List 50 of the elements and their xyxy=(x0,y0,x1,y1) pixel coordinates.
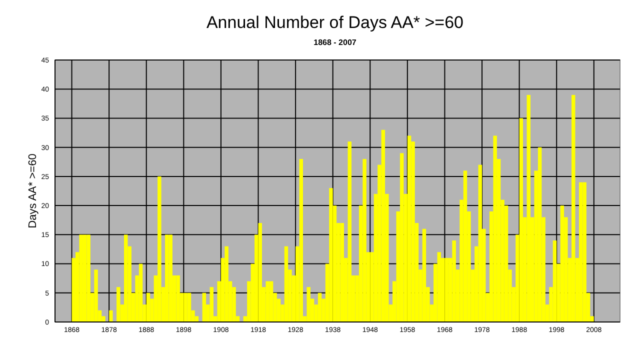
bar xyxy=(138,264,143,322)
bar xyxy=(493,136,497,322)
bar xyxy=(452,240,456,322)
bar xyxy=(572,94,576,322)
bar xyxy=(202,292,206,322)
bar xyxy=(176,275,180,322)
bar xyxy=(306,287,310,322)
bar xyxy=(124,234,128,322)
bar xyxy=(210,287,214,322)
bar xyxy=(560,206,564,322)
bar xyxy=(437,252,441,322)
bar xyxy=(318,292,322,322)
bar xyxy=(381,130,386,322)
bar xyxy=(79,234,83,322)
bar xyxy=(258,223,262,322)
bar xyxy=(407,136,412,322)
bar xyxy=(519,118,524,322)
bar xyxy=(94,270,98,322)
bar xyxy=(348,142,352,322)
bar xyxy=(463,170,468,322)
bar xyxy=(184,292,188,322)
bar xyxy=(224,246,228,322)
bar xyxy=(165,234,169,322)
bar xyxy=(266,281,270,322)
bar xyxy=(578,182,583,322)
bar xyxy=(109,310,113,322)
bar xyxy=(168,234,172,322)
bar xyxy=(582,182,586,322)
bar xyxy=(538,147,542,322)
bar xyxy=(526,94,530,322)
bar xyxy=(86,234,90,322)
bar xyxy=(187,292,192,322)
bar xyxy=(478,164,482,322)
bar xyxy=(116,287,120,322)
bar xyxy=(158,176,162,322)
chart-title: Annual Number of Days AA* >=60 xyxy=(206,13,464,32)
bar xyxy=(400,153,404,322)
chart-subtitle: 1868 - 2007 xyxy=(314,38,357,47)
bar xyxy=(284,246,288,322)
bar xyxy=(146,292,150,322)
bar xyxy=(299,158,304,322)
bar xyxy=(444,258,448,322)
bar xyxy=(329,188,333,322)
bar xyxy=(422,228,426,322)
bar xyxy=(340,223,344,322)
y-axis-title: Days AA* >=60 xyxy=(27,154,39,228)
bar xyxy=(269,281,274,322)
bar xyxy=(552,240,557,322)
bar xyxy=(362,158,366,322)
bar xyxy=(82,234,87,322)
